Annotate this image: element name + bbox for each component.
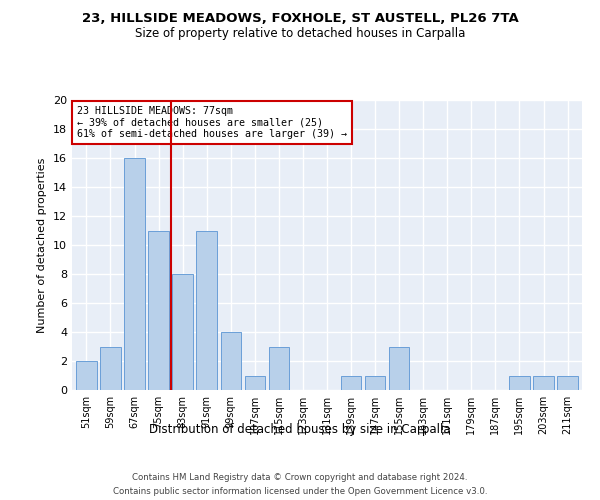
Bar [509,376,530,390]
Bar [245,376,265,390]
Text: Size of property relative to detached houses in Carpalla: Size of property relative to detached ho… [135,28,465,40]
Bar [148,230,169,390]
Bar [221,332,241,390]
Bar [196,230,217,390]
Bar [269,346,289,390]
Bar [100,346,121,390]
Bar [124,158,145,390]
Text: 23, HILLSIDE MEADOWS, FOXHOLE, ST AUSTELL, PL26 7TA: 23, HILLSIDE MEADOWS, FOXHOLE, ST AUSTEL… [82,12,518,26]
Text: Contains HM Land Registry data © Crown copyright and database right 2024.: Contains HM Land Registry data © Crown c… [132,472,468,482]
Text: Contains public sector information licensed under the Open Government Licence v3: Contains public sector information licen… [113,488,487,496]
Text: Distribution of detached houses by size in Carpalla: Distribution of detached houses by size … [149,422,451,436]
Bar [365,376,385,390]
Bar [557,376,578,390]
Bar [172,274,193,390]
Bar [533,376,554,390]
Y-axis label: Number of detached properties: Number of detached properties [37,158,47,332]
Text: 23 HILLSIDE MEADOWS: 77sqm
← 39% of detached houses are smaller (25)
61% of semi: 23 HILLSIDE MEADOWS: 77sqm ← 39% of deta… [77,106,347,139]
Bar [341,376,361,390]
Bar [389,346,409,390]
Bar [76,361,97,390]
